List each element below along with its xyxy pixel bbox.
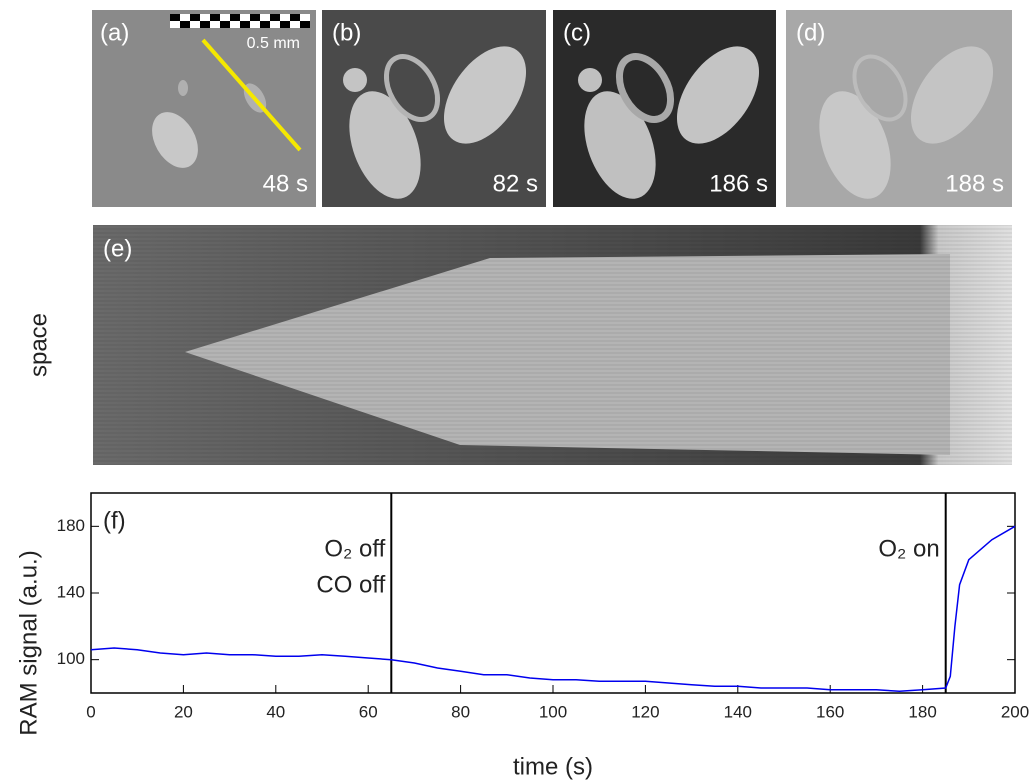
x-tick-label: 40 <box>266 702 285 721</box>
x-tick-label: 100 <box>539 702 567 721</box>
x-tick-label: 0 <box>86 702 95 721</box>
signal-line <box>90 525 1016 693</box>
panel-label: (e) <box>103 235 132 262</box>
y-tick-label: 140 <box>57 582 85 601</box>
x-tick-label: 20 <box>174 702 193 721</box>
panel-time: 48 s <box>263 170 308 197</box>
panel-label: (f) <box>103 507 126 534</box>
panel-c: (c) 186 s <box>553 10 776 207</box>
y-axis-label: RAM signal (a.u.) <box>15 550 42 735</box>
annotation: O₂ on <box>878 535 939 562</box>
x-tick-label: 180 <box>908 702 936 721</box>
panel-label: (a) <box>100 19 129 46</box>
panel-label: (d) <box>796 19 825 46</box>
x-tick-label: 200 <box>1001 702 1029 721</box>
x-axis-label: time (s) <box>513 753 593 780</box>
x-tick-label: 140 <box>724 702 752 721</box>
scale-bar <box>170 14 310 28</box>
panel-a: 0.5 mm (a) 48 s <box>92 10 316 207</box>
panel-b: (b) 82 s <box>322 10 546 207</box>
y-axis-label: space <box>25 313 52 377</box>
profile-line <box>201 38 302 152</box>
y-tick-label: 180 <box>57 516 85 535</box>
panel-d: (d) 188 s <box>786 10 1012 207</box>
chart-f: 0 20 40 60 80 100 120 140 160 180 200 100 140 180 time… <box>15 492 1029 780</box>
plot-frame <box>90 492 1016 694</box>
y-tick-label: 100 <box>57 649 85 668</box>
scale-label: 0.5 mm <box>247 35 300 52</box>
panel-time: 186 s <box>709 170 768 197</box>
panel-time: 82 s <box>493 170 538 197</box>
x-tick-label: 160 <box>816 702 844 721</box>
panel-label: (b) <box>332 19 361 46</box>
annotation: O₂ off <box>324 535 385 562</box>
x-tick-label: 80 <box>451 702 470 721</box>
panel-time: 188 s <box>945 170 1004 197</box>
x-tick-label: 120 <box>631 702 659 721</box>
x-tick-label: 60 <box>359 702 378 721</box>
panel-e: (e) space <box>25 225 1012 465</box>
panel-label: (c) <box>563 19 591 46</box>
annotation: CO off <box>316 571 385 598</box>
